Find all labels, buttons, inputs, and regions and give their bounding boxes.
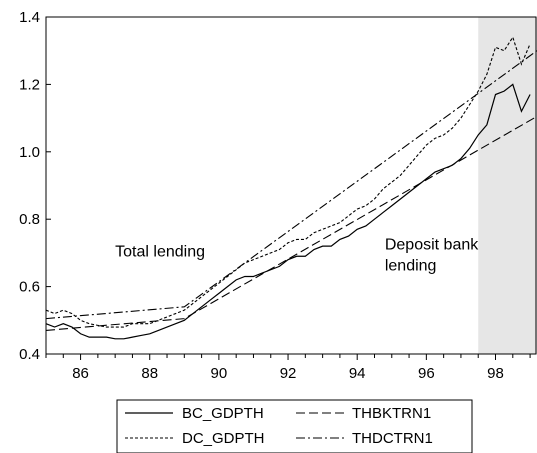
plot-frame [45,16,537,355]
x-tick-label: 96 [418,365,435,382]
annotation-deposit-bank-lending: Deposit bank lending [385,237,483,275]
legend-label-bc-gdpth: BC_GDPTH [182,405,264,422]
annotation-total-lending-line: Total lending [115,243,205,260]
y-tick-label: 0.8 [19,211,40,228]
y-tick-label: 1.0 [19,144,40,161]
y-tick-label: 0.4 [19,346,40,363]
y-tick-label: 0.6 [19,279,40,296]
annotation-deposit-bank-lending-line-2: lending [385,258,437,275]
series-line-dc-gdpth [45,35,531,328]
legend-label-dc-gdpth: DC_GDPTH [182,430,265,447]
series-line-thdctrn1 [45,50,537,320]
shaded-region [478,17,537,354]
x-tick-label: 98 [487,365,504,382]
y-tick-label: 1.4 [19,9,40,26]
legend: BC_GDPTH THBKTRN1 DC_GDPTH THDCTRN1 [116,399,473,453]
legend-box [116,399,473,453]
legend-label-thdctrn1: THDCTRN1 [352,430,433,447]
x-tick-label: 94 [349,365,366,382]
series-line-bc-gdpth [45,83,531,340]
annotation-total-lending: Total lending [115,243,205,260]
y-tick-label: 1.2 [19,76,40,93]
x-tick-label: 90 [211,365,228,382]
series-line-thbktrn1 [45,115,537,331]
annotation-deposit-bank-lending-line-1: Deposit bank [385,237,479,254]
x-tick-label: 88 [141,365,158,382]
x-tick-label: 92 [280,365,297,382]
x-axis: 86 88 90 92 94 96 98 [45,354,531,382]
legend-label-thbktrn1: THBKTRN1 [352,405,431,422]
y-axis: 0.4 0.6 0.8 1.0 1.2 1.4 [19,9,51,363]
x-tick-label: 86 [72,365,89,382]
